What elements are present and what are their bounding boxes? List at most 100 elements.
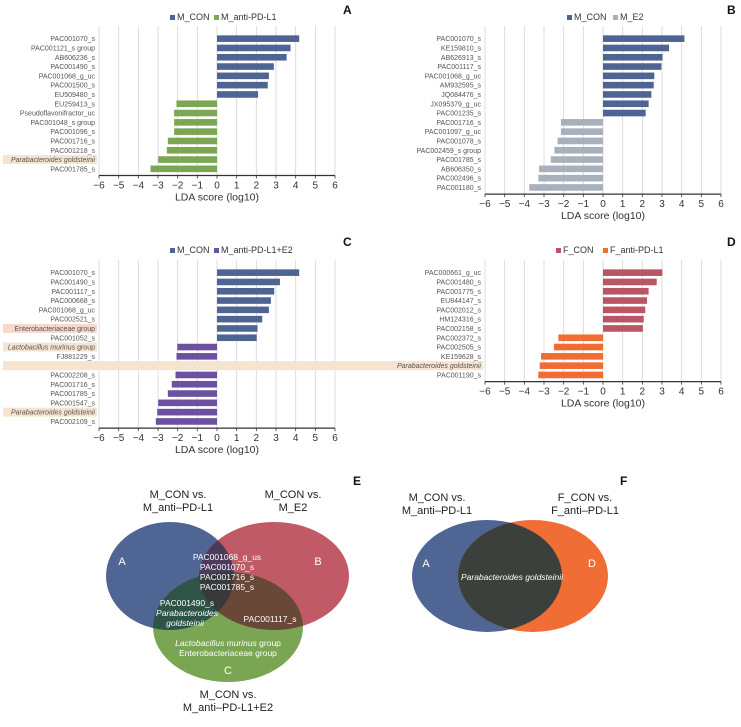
- bar: [217, 35, 300, 42]
- category-label: Enterobacteriaceae group: [14, 326, 95, 333]
- panel-label-a: A: [343, 3, 352, 17]
- bar: [603, 53, 663, 61]
- bar: [176, 353, 217, 360]
- category-label: PAC001490_s: [50, 279, 95, 286]
- category-label: EU259413_s: [55, 101, 96, 108]
- venn-a-letter: A: [118, 556, 126, 568]
- legend-swatch: [556, 248, 561, 253]
- bar: [217, 53, 287, 61]
- category-label: AM932595_s: [440, 83, 482, 90]
- x-tick-label: 6: [718, 387, 724, 398]
- category-label: PAC001070_s: [50, 36, 95, 43]
- category-label: PAC002459_s group: [417, 148, 482, 155]
- x-tick-label: 6: [332, 181, 338, 192]
- category-label: PAC001070_s: [436, 36, 481, 43]
- category-label: PAC001716_s: [50, 382, 95, 389]
- category-label-suffix: group: [75, 345, 95, 352]
- category-label: PAC001068_g_uc: [39, 73, 96, 80]
- bar: [539, 362, 603, 369]
- category-label: PAC002505_s: [436, 345, 481, 352]
- category-label: PAC001500_s: [50, 83, 95, 90]
- x-tick-label: −5: [499, 199, 511, 210]
- category-label: PAC001775_s: [436, 289, 481, 296]
- venn-a-letter: A: [422, 558, 430, 570]
- category-label: AB606236_s: [55, 55, 96, 62]
- venn-a-title-line2: M_anti–PD-L1: [143, 502, 213, 514]
- venn-c-item-italic: Lactobacillus murinus: [175, 638, 257, 648]
- panel-label-d: D: [727, 235, 736, 249]
- legend-swatch: [214, 248, 219, 253]
- x-tick-label: −1: [192, 181, 204, 192]
- bar: [217, 334, 257, 342]
- x-axis-label: LDA score (log10): [175, 444, 259, 456]
- venn-c-letter: C: [224, 665, 232, 677]
- panel-label-f: F: [620, 474, 627, 488]
- bar: [603, 287, 649, 295]
- x-tick-label: 1: [620, 199, 626, 210]
- x-tick-label: −5: [113, 181, 125, 192]
- legend-label: M_anti-PD-L1: [221, 12, 277, 22]
- bar: [603, 44, 670, 52]
- bar: [603, 315, 644, 323]
- x-tick-label: 1: [620, 387, 626, 398]
- x-tick-label: 0: [600, 387, 606, 398]
- category-label: Pseudoflavonifractor_uc: [20, 111, 96, 118]
- legend-swatch: [613, 15, 618, 20]
- lda-chart-c: PAC001070_s PAC001490_s PAC001117_s PAC0006…: [3, 235, 352, 456]
- x-tick-label: 5: [699, 199, 705, 210]
- label-highlight: [3, 407, 97, 417]
- venn-a-title-line1: M_CON vs.: [150, 489, 207, 501]
- x-tick-label: −2: [558, 199, 570, 210]
- label-highlight: [3, 323, 97, 333]
- bar: [217, 91, 259, 98]
- x-axis-label: LDA score (log10): [561, 398, 645, 410]
- venn-b-letter: B: [314, 556, 321, 568]
- x-tick-label: 3: [273, 181, 279, 192]
- venn-e: E M_CON vs. M_anti–PD-L1 M_CON vs. M_E2 …: [106, 474, 361, 714]
- bar: [560, 119, 603, 126]
- category-label: PAC001716_s: [436, 120, 481, 127]
- bar: [603, 297, 648, 304]
- category-label: PAC001048_s group: [31, 120, 96, 127]
- venn-abc-item: PAC001716_s: [200, 572, 254, 582]
- bar: [554, 146, 603, 154]
- bar: [150, 165, 217, 173]
- x-tick-label: −3: [538, 387, 550, 398]
- bar: [217, 287, 275, 295]
- x-tick-label: 5: [313, 433, 319, 444]
- venn-b-title-line1: M_CON vs.: [265, 489, 322, 501]
- label-highlight: [3, 361, 483, 371]
- bar: [603, 81, 654, 89]
- x-tick-label: 2: [640, 387, 646, 398]
- bar: [174, 119, 217, 126]
- category-label: PAC001490_s: [50, 64, 95, 71]
- venn-abc-item: PAC001785_s: [200, 582, 254, 592]
- legend-swatch: [170, 248, 175, 253]
- category-label: PAC002158_s: [436, 326, 481, 333]
- venn-d-title-line2: F_anti–PD-L1: [551, 505, 619, 517]
- lda-charts: PAC001070_s PAC001121_s group AB606236_s PA…: [3, 3, 736, 456]
- x-tick-label: 2: [254, 181, 260, 192]
- legend-label: F_CON: [563, 245, 594, 255]
- x-tick-label: 4: [679, 387, 685, 398]
- venn-f: F M_CON vs. M_anti–PD-L1 F_CON vs. F_ant…: [402, 474, 627, 632]
- bar: [539, 165, 603, 173]
- venn-c-item: Enterobacteriaceae group: [179, 648, 277, 658]
- venn-b-title-line2: M_E2: [279, 502, 308, 514]
- category-label: PAC001480_s: [436, 279, 481, 286]
- x-tick-label: 4: [293, 181, 299, 192]
- bar: [217, 72, 269, 80]
- venn-d-letter: D: [588, 558, 596, 570]
- category-label: PAC002208_s: [50, 372, 95, 379]
- bar: [167, 390, 217, 397]
- bar: [603, 269, 663, 276]
- x-tick-label: 1: [234, 181, 240, 192]
- bar: [177, 343, 217, 351]
- category-label: PAC001068_g_uc: [39, 307, 96, 314]
- x-tick-label: 3: [273, 433, 279, 444]
- category-label: PAC001235_s: [436, 111, 481, 118]
- bar: [158, 399, 217, 407]
- x-tick-label: −1: [578, 387, 590, 398]
- bar: [217, 278, 280, 286]
